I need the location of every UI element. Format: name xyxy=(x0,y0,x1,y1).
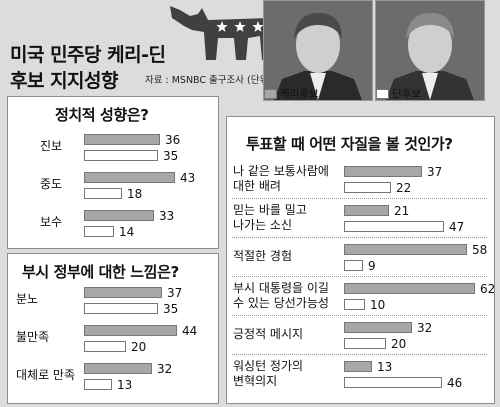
bar xyxy=(84,188,122,199)
data-label: 32 xyxy=(417,321,433,335)
photo-kerry-image xyxy=(264,1,372,100)
bar xyxy=(84,303,158,314)
bar xyxy=(84,150,158,161)
legend-dean-swatch xyxy=(376,89,389,99)
bar xyxy=(84,210,154,221)
photo-dean xyxy=(375,0,485,101)
category-label: 나 같은 보통사람에 xyxy=(233,164,329,178)
data-label: 22 xyxy=(396,181,412,195)
bar xyxy=(344,244,467,255)
data-label: 44 xyxy=(182,324,198,338)
legend-kerry-label: 케리후보 xyxy=(280,88,319,100)
data-label: 46 xyxy=(447,376,463,390)
data-label: 37 xyxy=(427,165,443,179)
row-divider xyxy=(232,276,487,277)
shirt-shape xyxy=(310,73,326,100)
data-label: 13 xyxy=(377,360,393,374)
data-label: 20 xyxy=(131,340,147,354)
category-label: 부시 대통령을 이길 xyxy=(233,281,329,295)
data-label: 32 xyxy=(157,362,173,376)
bar xyxy=(344,260,363,271)
panel-bush-government-title: 부시 정부에 대한 느낌은? xyxy=(22,263,179,281)
category-label: 워싱턴 정가의 xyxy=(233,359,304,373)
face-shape xyxy=(408,17,452,73)
category-label: 긍정적 메시지 xyxy=(233,327,304,341)
data-label: 47 xyxy=(449,220,465,234)
data-label: 21 xyxy=(394,204,410,218)
bar xyxy=(344,205,389,216)
category-label: 분노 xyxy=(16,292,39,306)
legend-kerry-swatch xyxy=(264,89,277,99)
bar xyxy=(84,379,112,390)
panel-political-orientation-title: 정치적 성향은? xyxy=(55,106,149,124)
shirt-shape xyxy=(422,73,438,100)
row-divider xyxy=(232,198,487,199)
source-note: 자료 : MSNBC 출구조사 (단위:%) xyxy=(145,75,285,86)
data-label: 10 xyxy=(370,298,386,312)
bar xyxy=(84,363,152,374)
category-label: 변혁의지 xyxy=(233,374,278,388)
data-label: 9 xyxy=(368,259,376,273)
data-label: 35 xyxy=(163,149,179,163)
data-label: 13 xyxy=(117,378,133,392)
panel-bush-government xyxy=(7,253,219,404)
data-label: 35 xyxy=(163,302,179,316)
data-label: 14 xyxy=(119,225,135,239)
row-divider xyxy=(232,354,487,355)
bar xyxy=(84,172,175,183)
data-label: 33 xyxy=(159,209,175,223)
star-icon xyxy=(216,21,228,32)
bar xyxy=(84,134,160,145)
face-shape xyxy=(296,17,340,73)
category-label: 보수 xyxy=(40,215,63,229)
data-label: 18 xyxy=(127,187,143,201)
data-label: 58 xyxy=(472,243,488,257)
hair-shape xyxy=(406,13,454,39)
data-label: 62 xyxy=(480,282,496,296)
bar xyxy=(344,182,391,193)
bar xyxy=(344,361,372,372)
photo-kerry xyxy=(263,0,373,101)
category-label: 대체로 만족 xyxy=(16,368,76,382)
star-icon xyxy=(252,21,264,32)
page-title: 후보 지지성향 xyxy=(10,70,119,92)
data-label: 20 xyxy=(391,337,407,351)
data-label: 36 xyxy=(165,133,181,147)
donkey-body xyxy=(170,6,276,60)
bar xyxy=(344,221,444,232)
category-label: 진보 xyxy=(40,139,63,153)
data-label: 43 xyxy=(180,171,196,185)
bar xyxy=(344,338,386,349)
legend-dean-label: 딘후보 xyxy=(392,88,421,100)
bar xyxy=(344,283,475,294)
bar xyxy=(344,166,422,177)
category-label: 수 있는 당선가능성 xyxy=(233,296,329,310)
row-divider xyxy=(232,315,487,316)
data-label: 37 xyxy=(167,286,183,300)
category-label: 대한 배려 xyxy=(233,179,281,193)
bar xyxy=(84,325,177,336)
category-label: 불만족 xyxy=(16,330,50,344)
bar xyxy=(344,322,412,333)
row-divider xyxy=(232,237,487,238)
bar xyxy=(84,341,126,352)
bar xyxy=(344,377,442,388)
category-label: 나가는 소신 xyxy=(233,218,293,232)
bar xyxy=(84,287,162,298)
bar xyxy=(344,299,365,310)
hair-shape xyxy=(294,13,342,39)
category-label: 중도 xyxy=(40,177,63,191)
category-label: 적절한 경험 xyxy=(233,249,293,263)
category-label: 믿는 바를 밀고 xyxy=(233,203,307,217)
page-title: 미국 민주당 케리-딘 xyxy=(10,44,166,66)
panel-voting-qualities-title: 투표할 때 어떤 자질을 볼 것인가? xyxy=(246,135,453,153)
bar xyxy=(84,226,114,237)
star-icon xyxy=(234,21,246,32)
photo-dean-image xyxy=(376,1,484,100)
